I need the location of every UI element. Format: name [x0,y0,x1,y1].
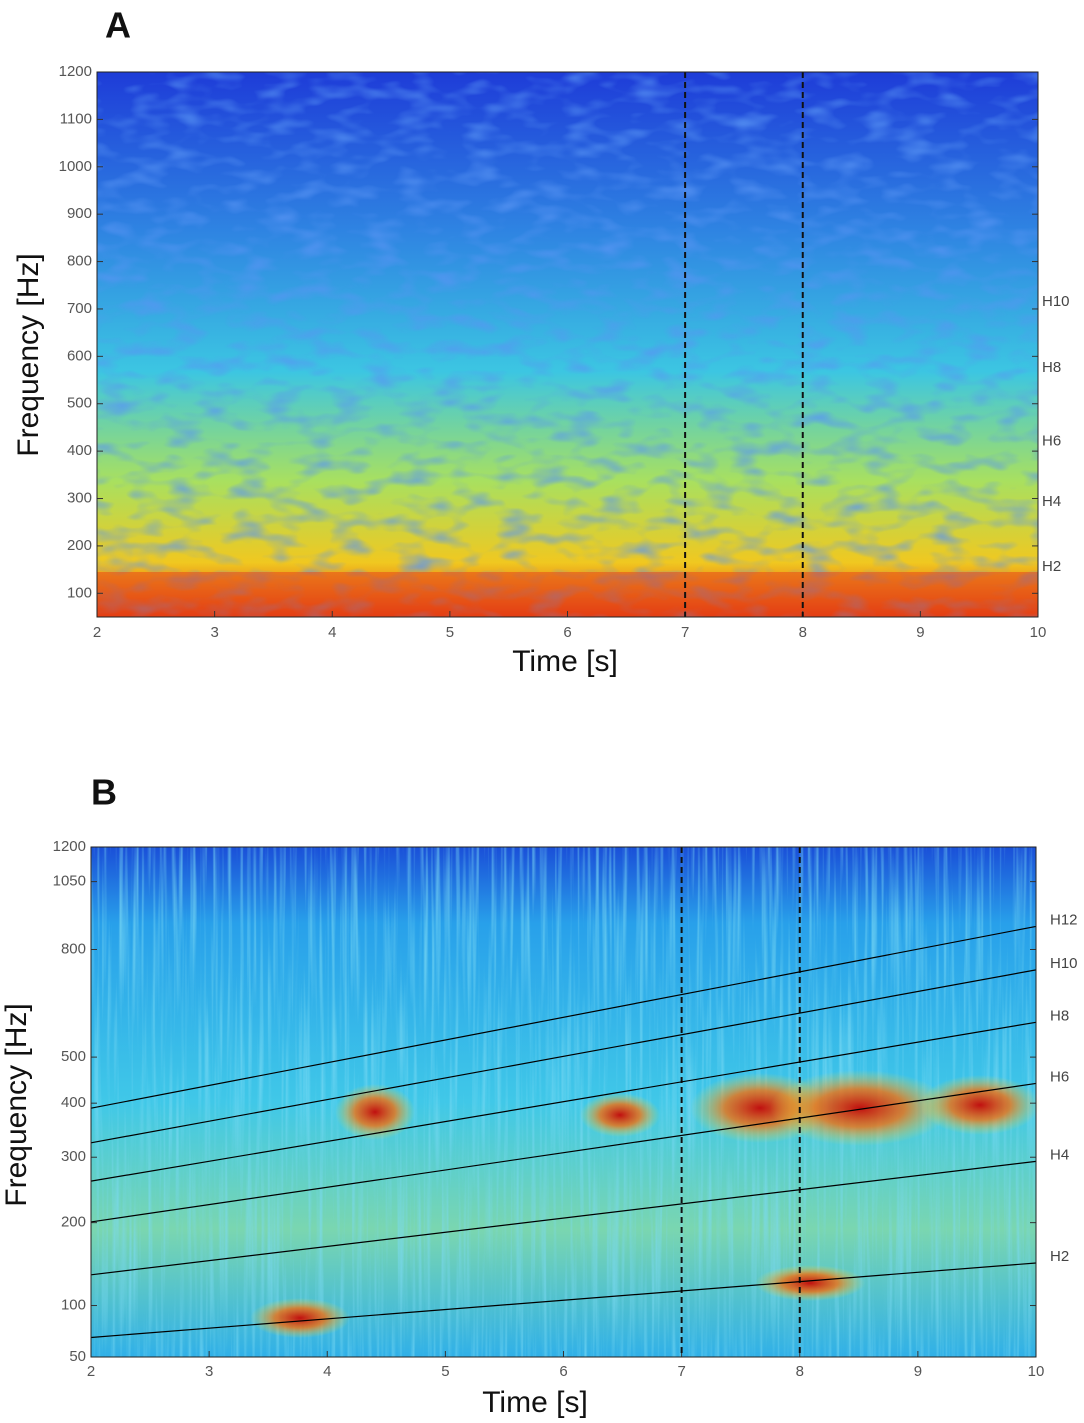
harmonic-label: H4 [1042,493,1061,510]
harmonic-line [90,1082,1037,1223]
y-tick-label: 1100 [60,110,92,127]
harmonic-label: H12 [1050,911,1078,928]
harmonic-label: H2 [1042,558,1061,575]
y-tick-label: 100 [61,1296,86,1313]
y-axis-title: Frequency [Hz] [0,1003,33,1206]
y-tick-label: 500 [67,395,92,412]
harmonic-line [90,969,1037,1144]
y-tick-label: 1050 [53,873,86,890]
harmonic-label: H10 [1050,955,1078,972]
x-tick-label: 7 [677,1363,685,1380]
x-tick-label: 6 [563,624,571,641]
y-tick-label: 400 [67,442,92,459]
energy-blob [920,1075,1040,1135]
y-tick-label: 900 [67,205,92,222]
harmonic-label: H2 [1050,1248,1069,1265]
energy-blob [250,1298,350,1338]
x-tick-label: 4 [328,624,336,641]
y-axis-title: Frequency [Hz] [12,253,45,456]
x-tick-label: 4 [323,1363,331,1380]
y-tick-label: 100 [67,584,92,601]
x-tick-label: 5 [446,624,454,641]
y-tick-label: 400 [61,1094,86,1111]
spectrogram-lowband [97,572,1038,617]
x-tick-label: 9 [914,1363,922,1380]
harmonic-line [90,1021,1037,1182]
y-tick-label: 50 [69,1348,86,1365]
energy-blob [335,1084,415,1140]
y-tick-label: 1200 [53,838,86,855]
harmonic-line [90,1160,1037,1276]
x-tick-label: 2 [93,624,101,641]
y-tick-label: 1000 [59,158,92,175]
x-axis-title: Time [s] [482,1386,588,1419]
x-tick-label: 6 [559,1363,567,1380]
y-tick-label: 800 [67,253,92,270]
harmonic-label: H8 [1042,359,1061,376]
x-tick-label: 7 [681,624,689,641]
y-tick-label: 500 [61,1048,86,1065]
plot-frame [90,846,1037,1358]
plot-frame [96,71,1039,618]
panel-label: B [91,772,117,813]
harmonic-line [90,925,1037,1109]
x-tick-label: 8 [796,1363,804,1380]
x-tick-label: 10 [1028,1363,1045,1380]
x-tick-label: 9 [916,624,924,641]
harmonic-label: H4 [1050,1146,1069,1163]
spectrogram-texture [97,72,1038,617]
x-axis-title: Time [s] [512,645,618,678]
harmonic-label: H6 [1042,433,1061,450]
x-tick-label: 8 [799,624,807,641]
energy-blob [580,1093,660,1137]
y-tick-label: 800 [61,940,86,957]
y-tick-label: 1200 [59,63,92,80]
energy-blob [755,1265,865,1301]
x-tick-label: 5 [441,1363,449,1380]
harmonic-label: H6 [1050,1068,1069,1085]
panel-label: A [105,5,131,46]
y-tick-label: 600 [67,347,92,364]
x-tick-label: 3 [205,1363,213,1380]
x-tick-label: 10 [1030,624,1047,641]
y-tick-label: 700 [67,300,92,317]
harmonic-label: H10 [1042,293,1070,310]
harmonic-label: H8 [1050,1007,1069,1024]
y-tick-label: 200 [61,1214,86,1231]
energy-blob [770,1070,950,1146]
x-tick-label: 2 [87,1363,95,1380]
x-tick-label: 3 [210,624,218,641]
y-tick-label: 300 [67,489,92,506]
y-tick-label: 300 [61,1148,86,1165]
y-tick-label: 200 [67,537,92,554]
harmonic-line [90,1262,1037,1339]
